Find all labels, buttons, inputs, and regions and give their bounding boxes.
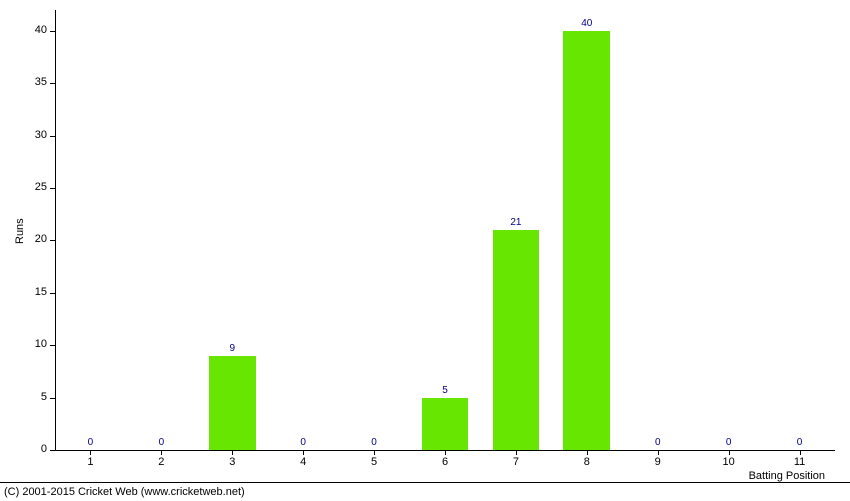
y-tick (50, 345, 55, 346)
y-tick (50, 83, 55, 84)
y-tick-label: 10 (0, 338, 47, 350)
x-tick-label: 10 (714, 456, 744, 468)
bar (422, 398, 469, 450)
bar-value-label: 0 (780, 437, 820, 448)
y-tick (50, 398, 55, 399)
y-tick-label: 25 (0, 181, 47, 193)
y-tick (50, 188, 55, 189)
x-tick-label: 2 (146, 456, 176, 468)
x-tick (161, 450, 162, 455)
x-tick (729, 450, 730, 455)
y-tick-label: 0 (0, 443, 47, 455)
x-tick-label: 4 (288, 456, 318, 468)
bar-value-label: 5 (425, 385, 465, 396)
footer-text: (C) 2001-2015 Cricket Web (www.cricketwe… (4, 486, 245, 498)
bar-value-label: 0 (354, 437, 394, 448)
y-tick (50, 450, 55, 451)
bar-value-label: 21 (496, 217, 536, 228)
chart-container: Runs Batting Position (C) 2001-2015 Cric… (0, 0, 850, 500)
y-tick-label: 20 (0, 233, 47, 245)
x-tick-label: 3 (217, 456, 247, 468)
bar (493, 230, 540, 450)
y-tick (50, 136, 55, 137)
y-tick-label: 40 (0, 24, 47, 36)
x-tick-label: 1 (75, 456, 105, 468)
bar (209, 356, 256, 450)
x-tick-label: 5 (359, 456, 389, 468)
bar-value-label: 40 (567, 18, 607, 29)
y-tick-label: 5 (0, 391, 47, 403)
y-tick (50, 293, 55, 294)
y-axis-line (55, 10, 56, 450)
y-tick-label: 15 (0, 286, 47, 298)
x-tick (587, 450, 588, 455)
x-tick (658, 450, 659, 455)
x-axis-title: Batting Position (749, 470, 825, 482)
x-tick (90, 450, 91, 455)
x-tick (374, 450, 375, 455)
x-tick-label: 8 (572, 456, 602, 468)
bar-value-label: 0 (283, 437, 323, 448)
y-tick (50, 240, 55, 241)
y-tick-label: 30 (0, 129, 47, 141)
x-tick (445, 450, 446, 455)
x-tick-label: 6 (430, 456, 460, 468)
x-tick (303, 450, 304, 455)
x-tick-label: 7 (501, 456, 531, 468)
y-tick (50, 31, 55, 32)
bar-value-label: 9 (212, 343, 252, 354)
x-tick-label: 9 (643, 456, 673, 468)
y-tick-label: 35 (0, 76, 47, 88)
x-tick (800, 450, 801, 455)
bar-value-label: 0 (141, 437, 181, 448)
x-tick (232, 450, 233, 455)
bar (563, 31, 610, 450)
bar-value-label: 0 (638, 437, 678, 448)
x-tick-label: 11 (785, 456, 815, 468)
bar-value-label: 0 (70, 437, 110, 448)
bar-value-label: 0 (709, 437, 749, 448)
x-tick (516, 450, 517, 455)
footer-copyright: (C) 2001-2015 Cricket Web (www.cricketwe… (0, 482, 850, 500)
